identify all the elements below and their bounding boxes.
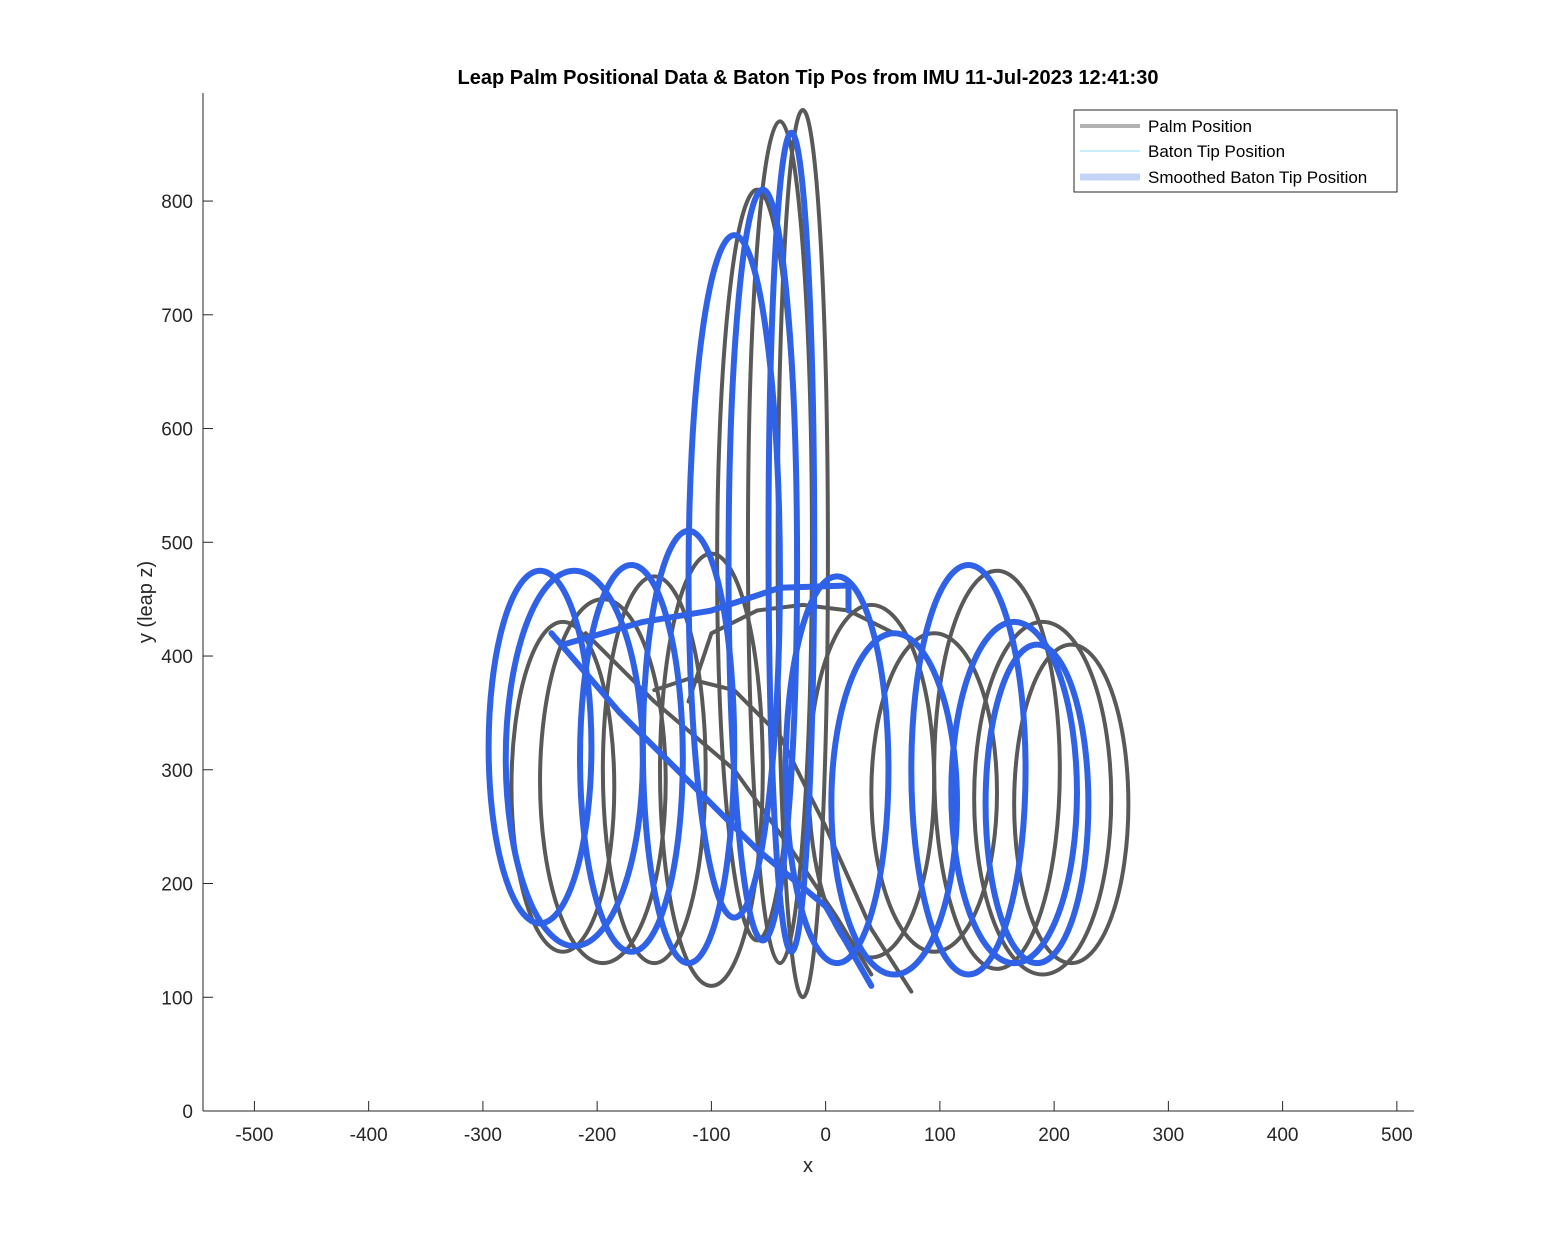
x-tick-label: 400 [1267, 1125, 1299, 1146]
series-0-loop [869, 631, 1000, 954]
series-2-loop [725, 186, 801, 944]
x-tick-label: 0 [820, 1125, 831, 1146]
x-tick-label: 100 [924, 1125, 956, 1146]
series-2-loop [908, 562, 1029, 978]
y-tick-label: 500 [161, 533, 193, 554]
x-tick-label: -500 [235, 1125, 273, 1146]
series-layer [485, 108, 1131, 1000]
legend: Palm Position Baton Tip Position Smoothe… [1073, 109, 1398, 193]
series-2-stroke [548, 630, 875, 989]
series-2-loop [502, 567, 646, 950]
series-2-loop [485, 567, 595, 927]
legend-label-palm: Palm Position [1148, 117, 1252, 136]
x-tick-label: 500 [1381, 1125, 1413, 1146]
series-2-stroke [559, 582, 852, 648]
chart-title: Leap Palm Positional Data & Baton Tip Po… [458, 67, 1159, 89]
series-0-loop [1012, 642, 1131, 966]
series-2-loop [982, 641, 1092, 967]
series-2-loop [765, 129, 818, 955]
legend-label-smoothed: Smoothed Baton Tip Position [1148, 168, 1367, 187]
x-tick-label: -200 [578, 1125, 616, 1146]
axes-layer: -500 -400 -300 -200 -100 0 100 200 300 400 500 0 10… [161, 93, 1414, 1146]
y-tick-label: 600 [161, 420, 193, 441]
x-tick-label: -400 [350, 1125, 388, 1146]
x-ticks: -500 -400 -300 -200 -100 0 100 200 300 400 500 [235, 1101, 1413, 1146]
series-2-loop [782, 573, 892, 967]
series-2-loop [685, 232, 783, 921]
x-axis-label: x [803, 1155, 813, 1177]
x-tick-label: 300 [1153, 1125, 1185, 1146]
x-tick-label: -100 [692, 1125, 730, 1146]
y-tick-label: 400 [161, 647, 193, 668]
x-tick-label: 200 [1038, 1125, 1070, 1146]
y-tick-label: 100 [161, 988, 193, 1009]
legend-label-baton: Baton Tip Position [1148, 142, 1285, 161]
y-tick-label: 0 [182, 1102, 193, 1123]
y-tick-label: 700 [161, 306, 193, 327]
y-axis-label: y (leap z) [135, 561, 157, 643]
series-0-loop [600, 574, 708, 966]
x-tick-label: -300 [464, 1125, 502, 1146]
series-2-loop [948, 618, 1080, 967]
y-ticks: 0 100 200 300 400 500 600 700 800 [161, 192, 213, 1123]
plot-area [485, 108, 1131, 1000]
series-2 [485, 129, 1092, 989]
series-0-loop [972, 619, 1114, 977]
series-2-loop [577, 562, 686, 955]
series-0-loop [509, 619, 617, 954]
y-tick-label: 300 [161, 761, 193, 782]
y-tick-label: 200 [161, 875, 193, 896]
series-2-loop [828, 630, 961, 978]
y-tick-label: 800 [161, 192, 193, 213]
